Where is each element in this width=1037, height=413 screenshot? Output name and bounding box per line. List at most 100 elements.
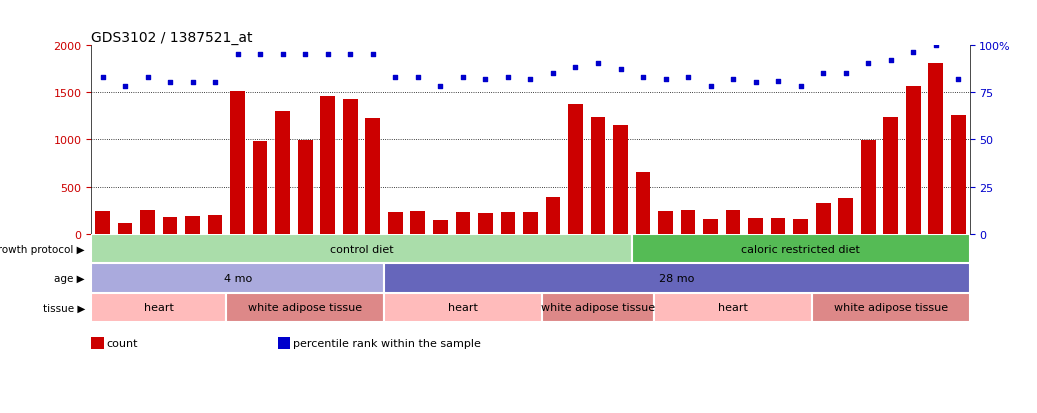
Text: control diet: control diet [330, 244, 393, 254]
Bar [95, 212, 110, 235]
Bar [816, 203, 831, 235]
Bar [91, 235, 632, 264]
Bar [703, 219, 718, 235]
Bar [545, 197, 560, 235]
Bar [749, 218, 763, 235]
Bar [455, 213, 470, 235]
Bar [523, 213, 538, 235]
Point [882, 57, 899, 64]
Point [860, 61, 876, 68]
Text: age ▶: age ▶ [54, 273, 85, 283]
Text: tissue ▶: tissue ▶ [43, 303, 85, 313]
Point [500, 74, 516, 81]
Point [387, 74, 403, 81]
Bar [343, 99, 358, 235]
Point [229, 52, 246, 58]
Bar [838, 199, 853, 235]
Bar [163, 218, 177, 235]
Bar [91, 264, 384, 293]
Bar [541, 293, 654, 322]
Point [94, 74, 111, 81]
Point [792, 84, 809, 90]
Point [635, 74, 651, 81]
Bar [654, 293, 812, 322]
Point [612, 67, 628, 74]
Point [927, 42, 944, 49]
Bar [906, 87, 921, 235]
Bar [230, 92, 245, 235]
Bar [320, 97, 335, 235]
Bar [276, 112, 290, 235]
Point [275, 52, 291, 58]
Point [702, 84, 719, 90]
Point [477, 76, 494, 83]
Point [410, 74, 426, 81]
Text: white adipose tissue: white adipose tissue [541, 303, 655, 313]
Point [680, 74, 697, 81]
Point [364, 52, 381, 58]
Bar [298, 141, 312, 235]
Text: heart: heart [448, 303, 478, 313]
Text: heart: heart [144, 303, 174, 313]
Bar [568, 105, 583, 235]
Bar [91, 293, 226, 322]
Point [725, 76, 741, 83]
Bar [384, 264, 970, 293]
Bar [253, 142, 268, 235]
Bar [433, 220, 448, 235]
Point [252, 52, 269, 58]
Bar [207, 216, 223, 235]
Bar [861, 141, 875, 235]
Point [162, 80, 178, 87]
Point [432, 84, 449, 90]
Bar [613, 126, 627, 235]
Point [769, 78, 786, 85]
Point [523, 76, 539, 83]
Point [342, 52, 359, 58]
Text: percentile rank within the sample: percentile rank within the sample [293, 338, 481, 348]
Point [838, 71, 854, 77]
Bar [365, 118, 381, 235]
Bar [680, 211, 696, 235]
Bar [812, 293, 970, 322]
Text: 4 mo: 4 mo [224, 273, 252, 283]
Bar [793, 219, 808, 235]
Text: white adipose tissue: white adipose tissue [834, 303, 948, 313]
Bar [632, 235, 970, 264]
Bar [884, 117, 898, 235]
Text: heart: heart [719, 303, 748, 313]
Bar [658, 212, 673, 235]
Point [567, 65, 584, 71]
Text: 28 mo: 28 mo [660, 273, 695, 283]
Bar [226, 293, 384, 322]
Bar [411, 212, 425, 235]
Bar [951, 115, 965, 235]
Point [590, 61, 607, 68]
Bar [928, 64, 943, 235]
Point [206, 80, 223, 87]
Bar [501, 213, 515, 235]
Point [544, 71, 561, 77]
Bar [388, 213, 402, 235]
Point [297, 52, 313, 58]
Point [950, 76, 966, 83]
Point [815, 71, 832, 77]
Bar [384, 293, 541, 322]
Point [185, 80, 201, 87]
Bar [478, 214, 493, 235]
Bar [186, 216, 200, 235]
Bar [140, 211, 155, 235]
Text: white adipose tissue: white adipose tissue [248, 303, 362, 313]
Point [117, 84, 134, 90]
Text: growth protocol ▶: growth protocol ▶ [0, 244, 85, 254]
Text: caloric restricted diet: caloric restricted diet [741, 244, 860, 254]
Point [657, 76, 674, 83]
Point [748, 80, 764, 87]
Bar [591, 117, 606, 235]
Bar [770, 218, 785, 235]
Text: GDS3102 / 1387521_at: GDS3102 / 1387521_at [91, 31, 253, 45]
Point [319, 52, 336, 58]
Point [905, 50, 922, 56]
Bar [118, 223, 133, 235]
Bar [636, 172, 650, 235]
